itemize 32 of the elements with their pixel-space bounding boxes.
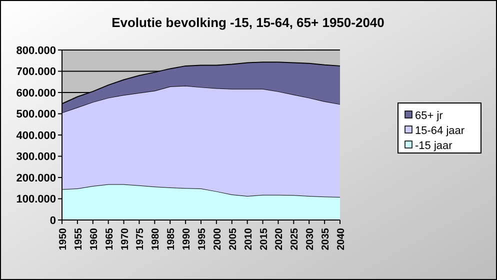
x-tick-label: 2025 bbox=[290, 228, 301, 250]
y-tick-label: 600.000 bbox=[16, 87, 56, 100]
x-tick-label: 1990 bbox=[182, 228, 193, 250]
y-tick-label: 800.000 bbox=[16, 44, 56, 57]
x-tick-label: 2015 bbox=[258, 228, 270, 250]
x-tick-label: 2010 bbox=[243, 228, 254, 250]
chart-title: Evolutie bevolking -15, 15-64, 65+ 1950-2040 bbox=[112, 15, 384, 30]
x-tick-label: 2005 bbox=[228, 228, 239, 250]
y-tick-label: 0 bbox=[50, 214, 56, 227]
legend-label: 15-64 jaar bbox=[415, 124, 465, 137]
y-tick-label: 200.000 bbox=[16, 172, 56, 184]
y-tick-label: 100.000 bbox=[16, 194, 56, 206]
y-tick-label: 700.000 bbox=[16, 66, 56, 78]
x-tick-label: 1950 bbox=[58, 228, 69, 250]
x-tick-label: 2030 bbox=[305, 228, 316, 250]
x-tick-label: 2040 bbox=[336, 228, 347, 250]
x-tick-label: 1960 bbox=[88, 228, 100, 250]
x-tick-label: 1980 bbox=[150, 228, 162, 250]
y-tick-label: 400.000 bbox=[16, 130, 56, 142]
x-tick-label: 1965 bbox=[104, 228, 116, 250]
y-tick-label: 300.000 bbox=[16, 151, 56, 164]
legend-label: 65+ jr bbox=[415, 110, 444, 122]
x-tick-label: 1970 bbox=[120, 228, 131, 250]
x-tick-label: 1955 bbox=[73, 228, 84, 250]
y-tick-label: 500.000 bbox=[16, 108, 56, 121]
x-tick-label: 1975 bbox=[135, 228, 146, 250]
x-tick-label: 2000 bbox=[212, 228, 224, 250]
x-tick-label: 2035 bbox=[320, 228, 332, 250]
x-tick-label: 2020 bbox=[274, 228, 286, 250]
legend-label: -15 jaar bbox=[415, 140, 453, 152]
x-tick-label: 1995 bbox=[197, 228, 208, 250]
x-tick-label: 1985 bbox=[166, 228, 178, 250]
